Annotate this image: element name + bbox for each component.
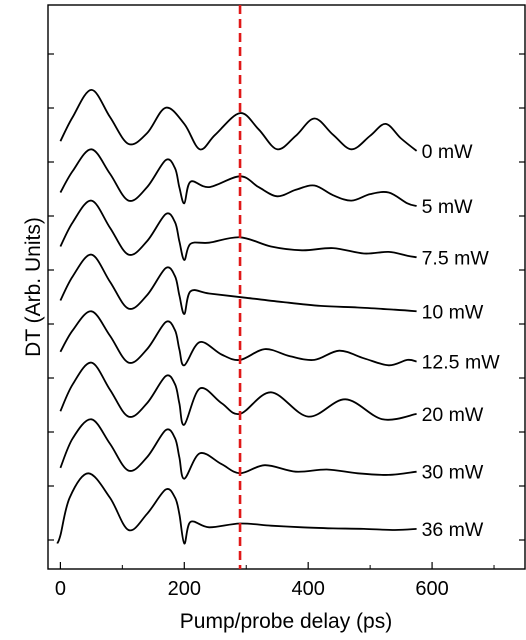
x-tick-label-200: 200	[168, 578, 201, 600]
series-label-4: 12.5 mW	[422, 352, 501, 374]
series-label-1: 5 mW	[422, 196, 474, 218]
curve-group	[56, 89, 418, 545]
curve-label-group: 0 mW 5 mW 7.5 mW 10 mW 12.5 mW 20 mW 30 mW 36 m…	[422, 141, 501, 541]
series-line-2	[59, 199, 417, 261]
series-line-6	[59, 418, 417, 480]
x-tick-label-400: 400	[291, 578, 324, 600]
series-label-7: 36 mW	[422, 519, 484, 541]
series-line-5	[59, 361, 417, 426]
series-line-4	[59, 310, 417, 367]
series-label-3: 10 mW	[422, 301, 484, 323]
series-line-0	[59, 89, 418, 152]
series-label-6: 30 mW	[422, 462, 484, 484]
x-tick-label-0: 0	[55, 578, 66, 600]
series-label-2: 7.5 mW	[422, 247, 490, 269]
plot-frame	[47, 4, 526, 570]
series-line-3	[59, 253, 417, 315]
series-line-7	[56, 472, 417, 545]
series-label-0: 0 mW	[422, 141, 474, 163]
series-line-1	[59, 148, 417, 207]
series-label-5: 20 mW	[422, 404, 484, 426]
x-axis-label: Pump/probe delay (ps)	[180, 610, 392, 633]
x-tick-label-600: 600	[415, 578, 448, 600]
y-axis-label: DT (Arb. Units)	[22, 217, 45, 357]
tick-group: 0 200 400 600	[48, 53, 525, 600]
